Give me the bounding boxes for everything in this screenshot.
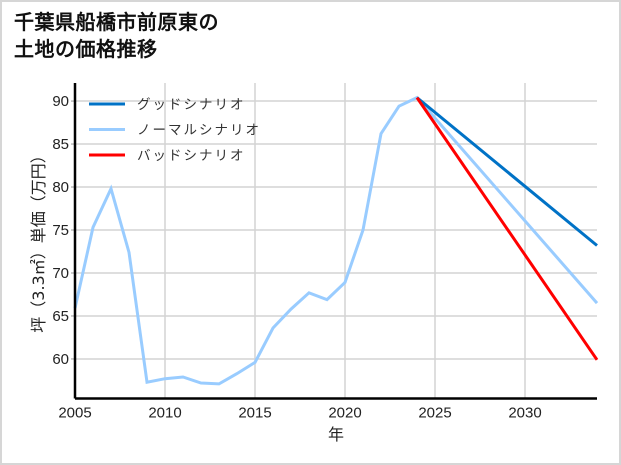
y-tick-label: 75 (52, 222, 69, 239)
tick-labels: 2005 2010 2015 2020 2025 2030 60 65 70 75 80 85 90 (52, 93, 541, 421)
y-tick-label: 80 (52, 179, 69, 196)
chart-title-line-1: 千葉県船橋市前原東の (14, 10, 219, 34)
x-tick-label: 2015 (238, 405, 271, 422)
series-line (73, 95, 599, 386)
y-tick-label: 70 (52, 265, 69, 282)
x-tick-label: 2020 (328, 405, 361, 422)
gridlines (75, 83, 597, 399)
chart-title-line-2: 土地の価格推移 (14, 37, 158, 61)
y-tick-label: 85 (52, 136, 69, 153)
x-tick-label: 2025 (418, 405, 451, 422)
legend-label: バッドシナリオ (137, 148, 246, 164)
y-tick-label: 65 (52, 308, 69, 325)
x-tick-label: 2005 (58, 405, 91, 422)
chart-title: 千葉県船橋市前原東の 土地の価格推移 (14, 9, 219, 63)
y-axis-label: 坪（3.3㎡）単価（万円） (29, 147, 48, 332)
series-line (415, 96, 599, 361)
x-tick-label: 2010 (148, 405, 181, 422)
x-axis-label: 年 (328, 425, 344, 444)
axes (71, 83, 597, 400)
x-tick-label: 2030 (508, 405, 541, 422)
y-tick-label: 90 (52, 93, 69, 110)
legend-label: グッドシナリオ (137, 97, 246, 113)
series-line (416, 96, 598, 247)
legend-label: ノーマルシナリオ (137, 123, 261, 139)
data-series (73, 95, 599, 386)
y-tick-label: 60 (52, 351, 69, 368)
